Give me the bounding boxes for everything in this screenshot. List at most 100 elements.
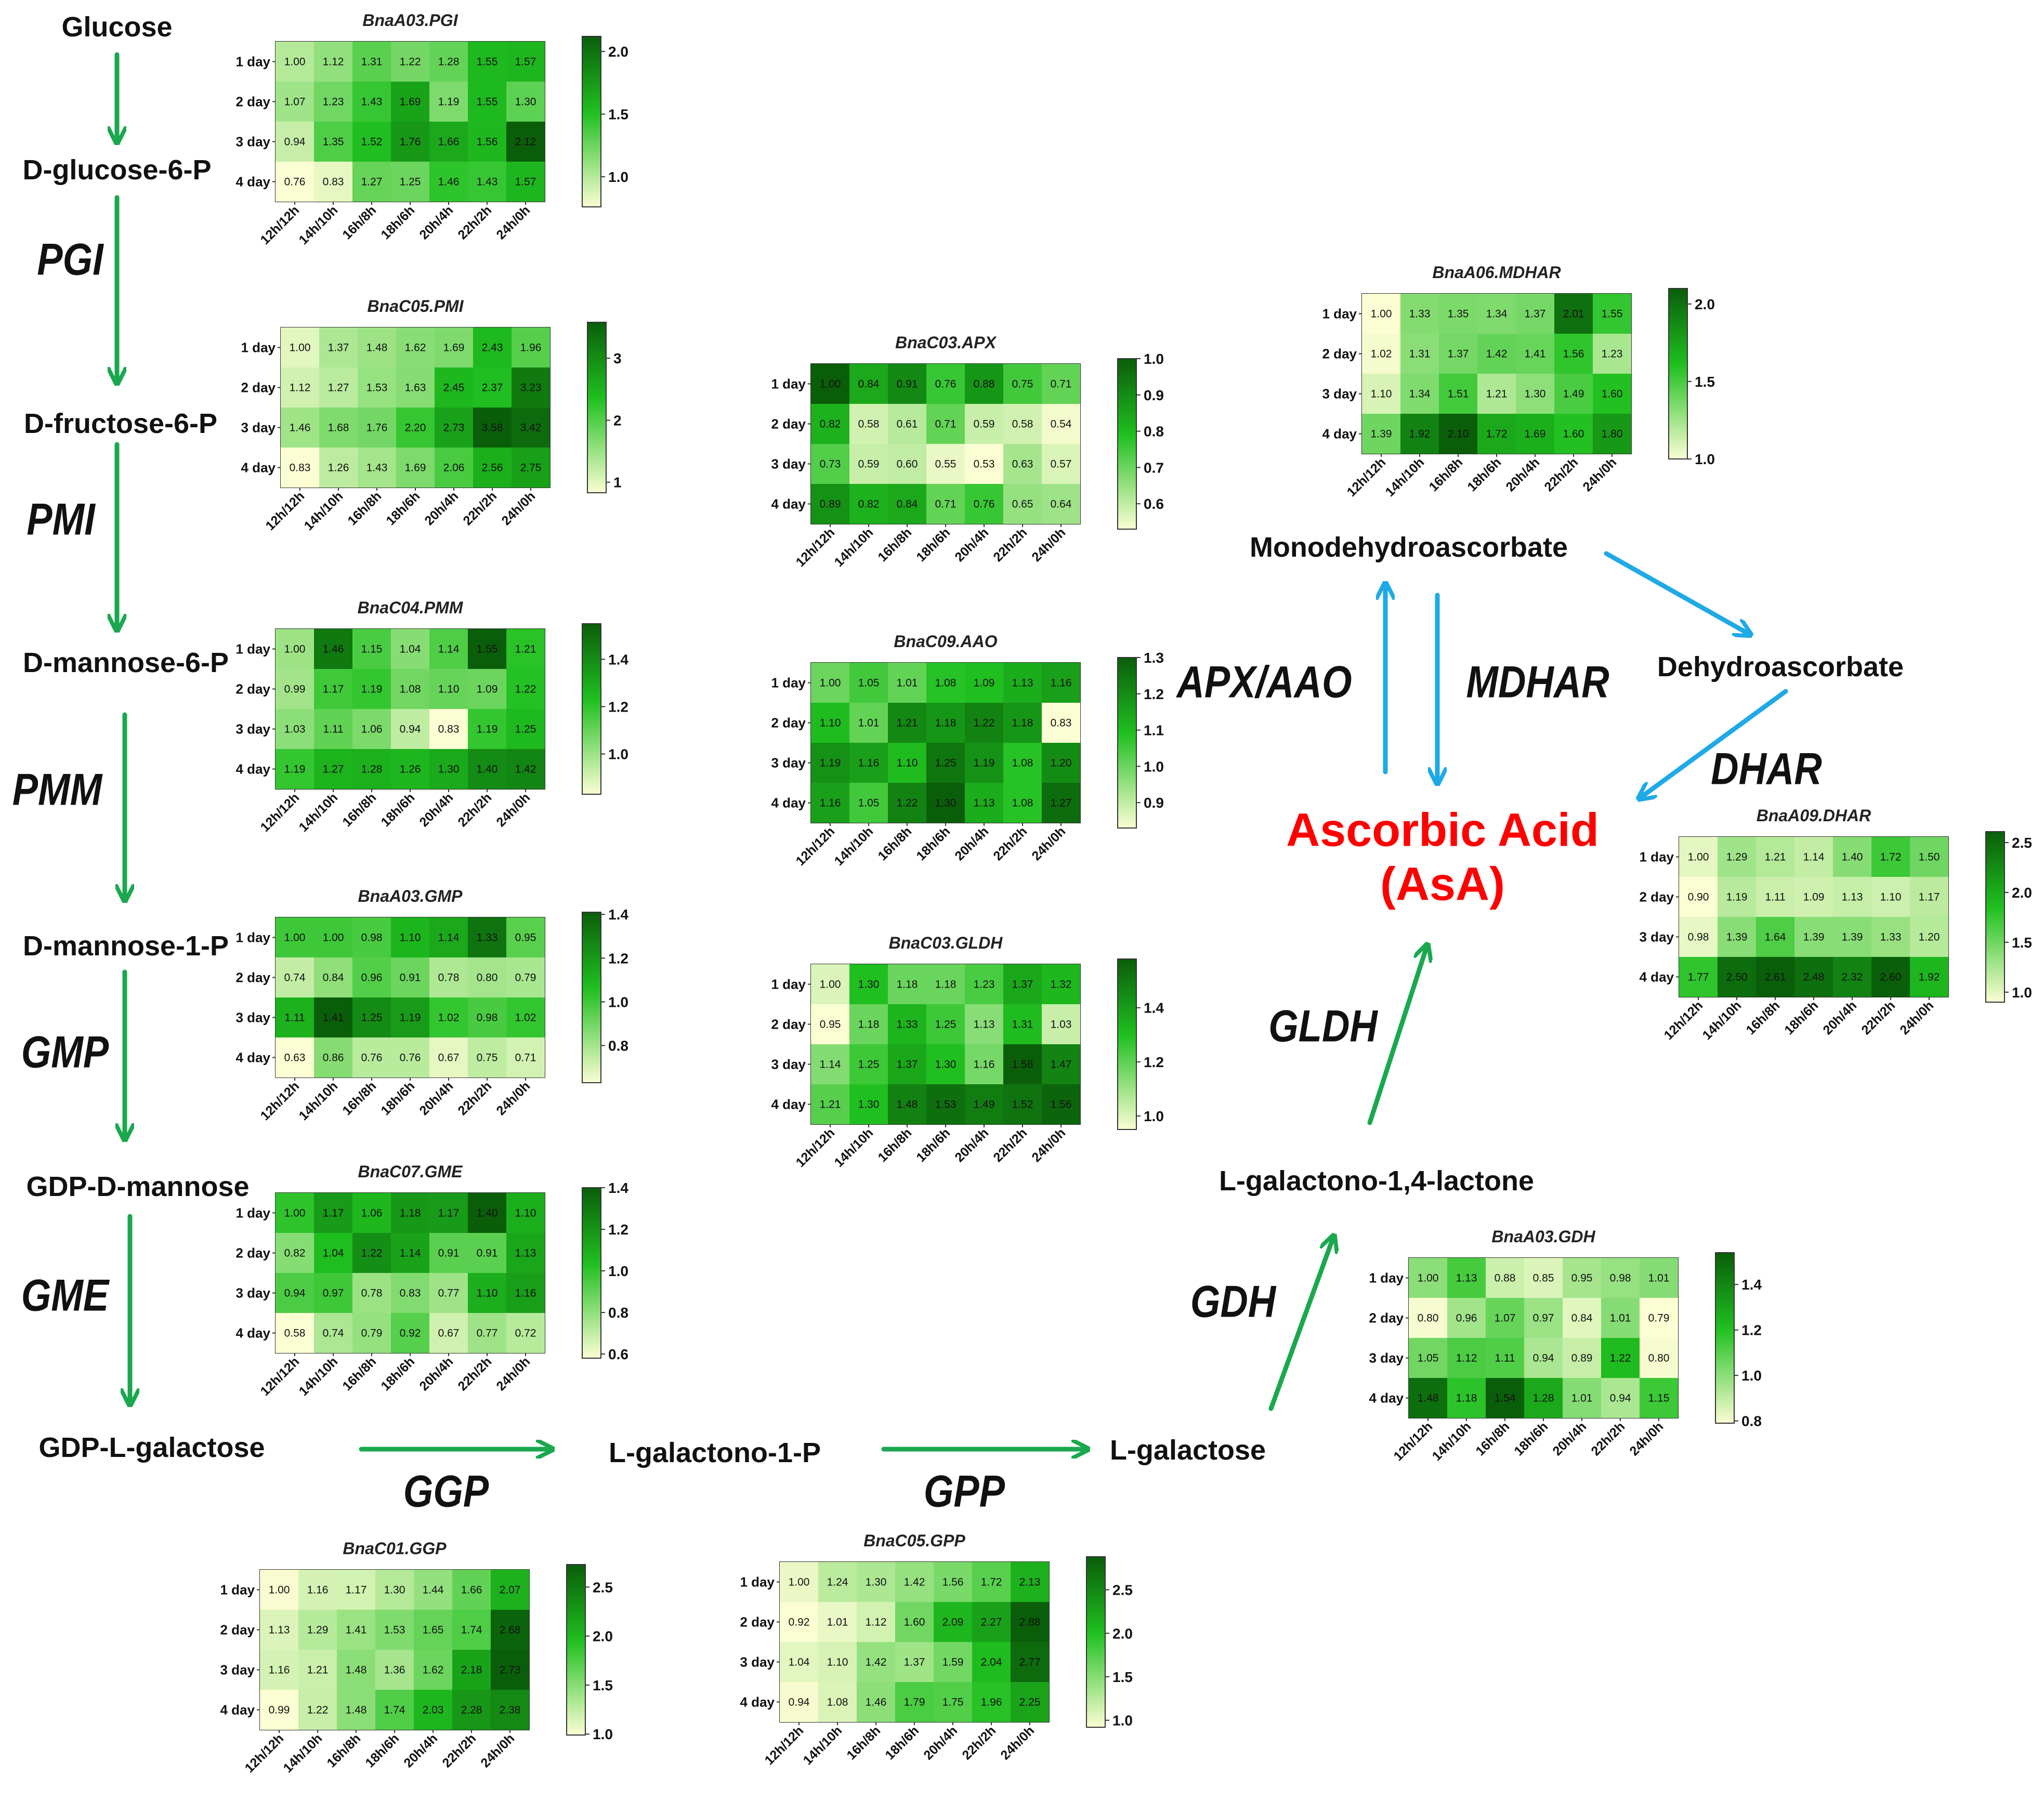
heatmap-cell: [849, 783, 888, 823]
heatmap-cell-value: 2.20: [405, 422, 426, 434]
heatmap-cell: [429, 162, 468, 202]
heatmap-cell-value: 0.98: [361, 932, 383, 944]
heatmap-cell-value: 1.02: [515, 1012, 536, 1024]
heatmap-cell: [375, 1690, 414, 1730]
heatmap-cell-value: 1.30: [858, 979, 880, 991]
heatmap-scale-label: 1.0: [1144, 351, 1164, 367]
heatmap-cell: [1003, 743, 1042, 783]
heatmap-column-label: 14h/10h: [296, 790, 341, 835]
heatmap-cell-value: 1.19: [438, 96, 460, 108]
heatmap-cell-value: 0.76: [400, 1052, 421, 1064]
heatmap-scale-label: 1.5: [1695, 374, 1715, 390]
heatmap-cell-value: 1.12: [866, 1617, 887, 1628]
heatmap-cell-value: 1.19: [1726, 891, 1748, 903]
heatmap-cell-value: 0.71: [935, 418, 957, 430]
heatmap-cell-value: 0.91: [400, 972, 421, 984]
heatmap-row-label: 1 day: [236, 54, 271, 70]
heatmap-cell-value: 1.10: [820, 717, 841, 729]
heatmap-column-label: 16h/8h: [339, 203, 379, 242]
heatmap-cell: [298, 1610, 337, 1650]
heatmap-cell-value: 1.02: [438, 1012, 460, 1024]
metabolite-glucose: Glucose: [61, 11, 173, 43]
heatmap-cell-value: 1.53: [935, 1099, 957, 1111]
heatmap-scale-label: 1.1: [1144, 722, 1164, 739]
heatmap-cell: [391, 1233, 429, 1273]
heatmap-cell: [314, 1273, 352, 1313]
heatmap-scale-label: 1.4: [608, 906, 628, 923]
heatmap-cell-value: 0.82: [820, 418, 841, 430]
heatmap-cell: [391, 629, 429, 669]
heatmap-cell-value: 2.75: [520, 462, 542, 474]
heatmap-column-label: 22h/2h: [990, 1125, 1030, 1165]
heatmap-column-label: 12h/12h: [258, 790, 303, 835]
heatmap-column-label: 16h/8h: [1743, 998, 1783, 1037]
heatmap-cell-value: 0.63: [284, 1052, 306, 1064]
heatmap-cell-value: 0.83: [400, 1288, 421, 1299]
heatmap-cell: [414, 1690, 452, 1730]
heatmap-cell-value: 1.10: [477, 1288, 498, 1299]
heatmap-cell-value: 1.76: [366, 422, 388, 434]
heatmap-cell: [780, 1682, 818, 1722]
heatmap-cell-value: 1.19: [820, 757, 841, 769]
heatmap-scale-label: 2.0: [593, 1628, 613, 1645]
heatmap-cell-value: 0.92: [400, 1328, 421, 1339]
heatmap-color-scale: [1985, 831, 2005, 1003]
heatmap-cell: [1756, 957, 1794, 997]
heatmap-row-label: 4 day: [236, 761, 271, 777]
heatmap-cell-value: 0.65: [1012, 498, 1033, 510]
heatmap-column-label: 18h/6h: [882, 1723, 922, 1763]
heatmap-cell: [319, 367, 358, 408]
heatmap-cell: [276, 1313, 314, 1353]
metabolite-d-mannose-6-p: D-mannose-6-P: [22, 647, 229, 678]
heatmap-cell: [926, 743, 965, 783]
heatmap-column-label: 18h/6h: [1511, 1419, 1551, 1459]
enzyme-apx-aao: APX/AAO: [1176, 657, 1352, 707]
heatmap-cell: [452, 1610, 491, 1650]
heatmap-scale-label: 2.0: [1112, 1625, 1133, 1641]
heatmap-cell-value: 1.72: [1880, 851, 1902, 863]
heatmap-cell: [512, 367, 550, 408]
heatmap-cell-value: 1.17: [438, 1207, 460, 1219]
heatmap-cell-value: 0.74: [323, 1328, 344, 1339]
heatmap-cell-value: 1.00: [1371, 308, 1392, 320]
heatmap-cell-value: 2.01: [1563, 308, 1584, 320]
heatmap-column-label: 22h/2h: [460, 489, 500, 528]
heatmap-cell: [965, 743, 1003, 783]
heatmap-column-label: 20h/4h: [952, 824, 991, 863]
heatmap-column-label: 22h/2h: [455, 203, 494, 242]
heatmap-row-label: 1 day: [1640, 849, 1674, 865]
heatmap-cell: [1003, 703, 1042, 743]
heatmap-column-label: 16h/8h: [875, 824, 914, 863]
heatmap-column-label: 16h/8h: [339, 790, 379, 830]
heatmap-cell-value: 1.23: [1602, 348, 1623, 360]
heatmap-cell-value: 1.46: [438, 176, 460, 188]
heatmap-cell-value: 1.00: [1418, 1272, 1439, 1284]
heatmap-cell: [926, 1044, 965, 1084]
heatmap-cell-value: 0.91: [438, 1247, 460, 1259]
heatmap-cell-value: 1.01: [897, 677, 918, 689]
heatmap-cell-value: 1.40: [477, 764, 498, 776]
heatmap-cell-value: 1.33: [1880, 931, 1902, 943]
heatmap-cell-value: 0.60: [897, 458, 918, 470]
heatmap-cell: [391, 42, 429, 82]
heatmap-cell: [965, 444, 1003, 484]
heatmap-cell: [811, 1044, 849, 1084]
heatmap-cell: [1718, 957, 1756, 997]
heatmap-cell: [314, 957, 352, 997]
heatmap-cell-value: 2.13: [1019, 1576, 1041, 1588]
heatmap-cell-value: 1.28: [438, 56, 460, 68]
heatmap-cell: [276, 1193, 314, 1233]
metabolite-l-galactono-1-4-lactone: L-galactono-1,4-lactone: [1218, 1165, 1535, 1197]
heatmap-scale-label: 1.0: [593, 1726, 613, 1742]
heatmap-cell-value: 1.20: [1051, 757, 1072, 769]
heatmap-column-label: 16h/8h: [324, 1731, 363, 1770]
heatmap-cell-value: 0.80: [477, 972, 498, 984]
heatmap-cell-value: 1.49: [974, 1099, 995, 1111]
heatmap-column-label: 16h/8h: [339, 1354, 379, 1394]
heatmap-cell-value: 1.56: [477, 136, 498, 148]
heatmap-color-scale: [582, 36, 601, 207]
heatmap-scale-label: 2: [613, 412, 622, 428]
heatmap-cell-value: 1.14: [438, 932, 460, 944]
heatmap-cell-value: 2.77: [1019, 1657, 1041, 1669]
